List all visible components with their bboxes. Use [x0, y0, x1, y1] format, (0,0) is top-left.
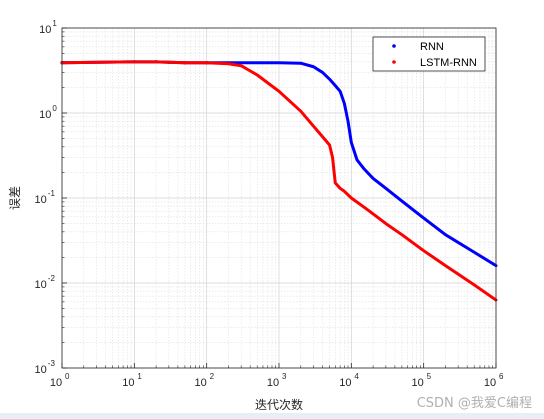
x-tick-label: 10 — [339, 377, 351, 389]
y-tick-exponent: -2 — [48, 274, 56, 283]
y-tick-label: 10 — [35, 279, 47, 291]
data-point — [183, 61, 187, 65]
y-tick-exponent: 0 — [52, 104, 57, 113]
y-tick-label: 10 — [39, 109, 51, 121]
x-axis-label: 迭代次数 — [255, 397, 303, 412]
x-tick-label: 10 — [195, 377, 207, 389]
x-tick-label: 10 — [412, 377, 424, 389]
y-axis-label: 误差 — [8, 186, 22, 210]
series-layer — [60, 60, 498, 302]
y-tick-exponent: -1 — [48, 189, 56, 198]
data-point — [167, 60, 171, 64]
legend-box — [372, 36, 486, 72]
legend-label-rnn: RNN — [420, 41, 444, 53]
x-tick-exponent: 3 — [282, 372, 287, 381]
x-tick-exponent: 1 — [137, 372, 142, 381]
legend-marker-rnn — [392, 44, 396, 48]
legend: RNN LSTM-RNN — [372, 36, 486, 72]
x-tick-exponent: 5 — [427, 372, 432, 381]
legend-marker-lstm-rnn — [392, 60, 396, 64]
legend-label-lstm-rnn: LSTM-RNN — [420, 57, 477, 69]
y-tick-exponent: -3 — [48, 359, 56, 368]
x-tick-exponent: 6 — [499, 372, 504, 381]
x-tick-exponent: 2 — [210, 372, 215, 381]
x-tick-label: 10 — [267, 377, 279, 389]
x-tick-label: 10 — [484, 377, 496, 389]
data-point — [132, 60, 136, 64]
watermark: CSDN @我爱C编程 — [416, 396, 532, 411]
y-tick-label: 10 — [35, 194, 47, 206]
x-tick-label: 10 — [122, 377, 134, 389]
y-tick-exponent: 1 — [52, 19, 57, 28]
y-tick-label: 10 — [39, 24, 51, 36]
data-point — [205, 61, 209, 65]
series-line — [60, 60, 498, 302]
y-tick-label: 10 — [35, 364, 47, 376]
x-tick-label: 10 — [50, 377, 62, 389]
data-point — [154, 60, 158, 64]
x-tick-exponent: 0 — [65, 372, 70, 381]
x-tick-exponent: 4 — [354, 372, 359, 381]
tick-marks — [61, 27, 497, 369]
bottom-strip — [0, 413, 544, 419]
